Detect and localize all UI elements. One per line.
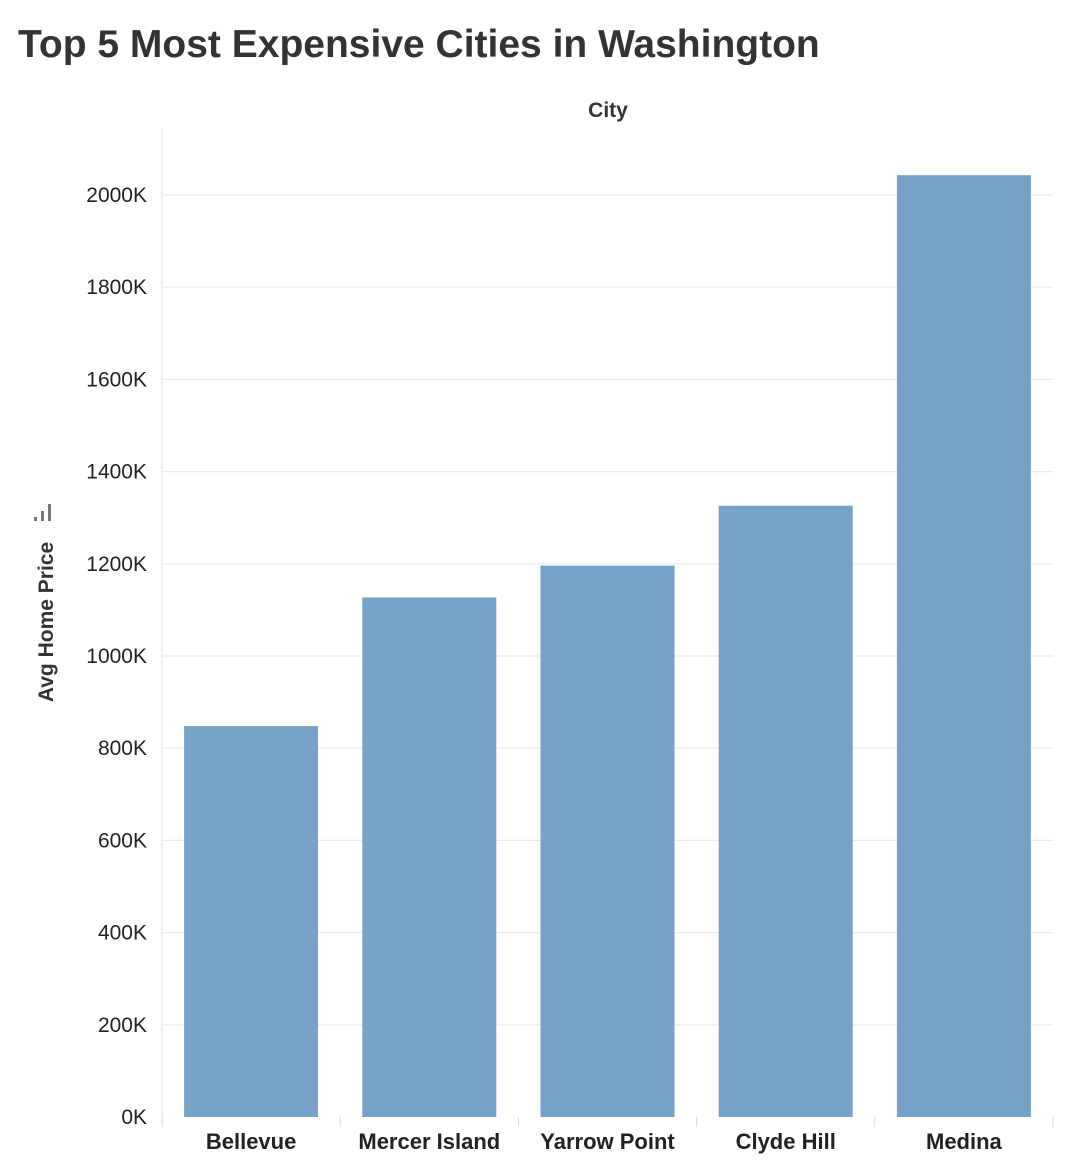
column-dividers (161, 1117, 1054, 1127)
sort-icon-bar (34, 517, 37, 521)
y-tick-label: 800K (98, 737, 147, 760)
y-axis-label: Avg Home Price (35, 542, 58, 702)
x-tick-label: Medina (926, 1129, 1003, 1154)
y-tick-labels: 0K 200K 400K 600K 800K 1000K 1200K 1400K 1600K 18… (86, 184, 147, 1129)
x-tick-label: Bellevue (206, 1129, 297, 1154)
y-tick-label: 1200K (86, 553, 147, 576)
sort-ascending-icon[interactable] (34, 504, 51, 521)
x-tick-labels: Bellevue Mercer Island Yarrow Point Clyde H… (206, 1129, 1003, 1154)
y-tick-label: 400K (98, 922, 147, 945)
sort-icon-bar (41, 511, 44, 521)
y-tick-label: 600K (98, 829, 147, 852)
y-tick-label: 200K (98, 1014, 147, 1037)
y-tick-label: 1600K (86, 368, 147, 391)
x-tick-label: Yarrow Point (540, 1129, 675, 1154)
y-tick-label: 1400K (86, 461, 147, 484)
x-tick-label: Clyde Hill (736, 1129, 836, 1154)
y-tick-label: 1000K (86, 645, 147, 668)
bar[interactable] (184, 726, 319, 1117)
x-tick-label: Mercer Island (358, 1129, 500, 1154)
y-tick-label: 2000K (86, 184, 147, 207)
bar[interactable] (718, 505, 853, 1117)
bar[interactable] (896, 175, 1031, 1117)
bar[interactable] (362, 597, 497, 1117)
bar[interactable] (540, 565, 675, 1117)
sort-icon-bar (48, 504, 51, 521)
column-header: City (588, 99, 628, 122)
y-tick-label: 1800K (86, 276, 147, 299)
y-tick-label: 0K (121, 1106, 147, 1129)
chart-title: Top 5 Most Expensive Cities in Washingto… (18, 23, 820, 66)
bars (184, 175, 1031, 1117)
